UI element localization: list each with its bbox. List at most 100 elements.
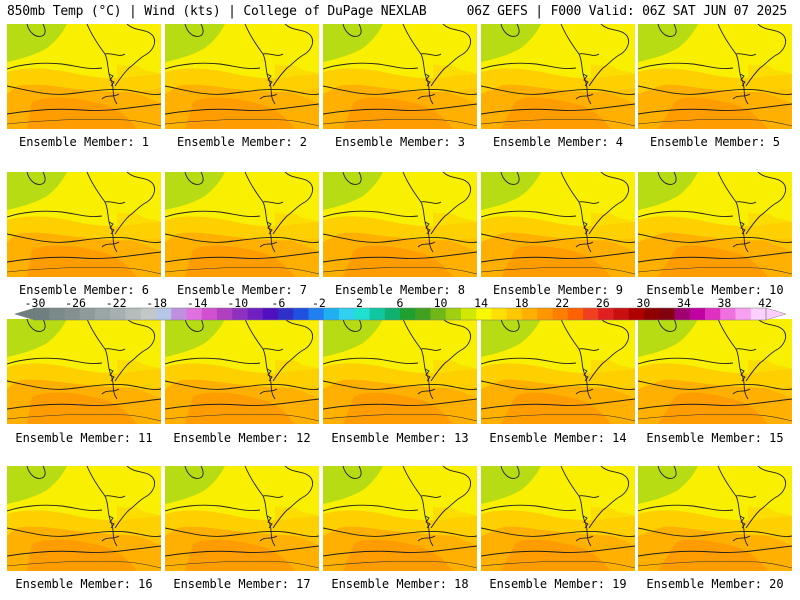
colorbar-tick-label: -2 — [311, 296, 326, 310]
colorbar-swatch — [628, 308, 645, 320]
colorbar-tick-label: -18 — [146, 296, 168, 310]
colorbar-tick-label: 30 — [636, 296, 651, 310]
colorbar-left-arrow — [14, 308, 34, 320]
ensemble-map-12 — [165, 319, 319, 424]
ensemble-map-16 — [7, 466, 161, 571]
colorbar-swatch — [735, 308, 752, 320]
ensemble-member-label: Ensemble Member: 5 — [649, 135, 781, 149]
colorbar-swatch — [369, 308, 386, 320]
colorbar-swatch — [689, 308, 706, 320]
colorbar-swatch — [293, 308, 309, 320]
colorbar-swatch — [567, 308, 584, 320]
colorbar-tick-label: 34 — [676, 296, 691, 310]
colorbar-swatch — [583, 308, 599, 320]
ensemble-member-label: Ensemble Member: 20 — [646, 577, 784, 591]
colorbar-tick-label: -26 — [65, 296, 86, 310]
colorbar-swatch — [720, 308, 736, 320]
colorbar-swatch — [125, 308, 142, 320]
colorbar-swatch — [95, 308, 111, 320]
colorbar-swatch — [644, 308, 660, 320]
ensemble-member-label: Ensemble Member: 12 — [173, 431, 311, 445]
colorbar-tick-label: 38 — [717, 296, 732, 310]
colorbar-swatch — [323, 308, 340, 320]
colorbar-tick-label: -6 — [271, 296, 286, 310]
ensemble-member-label: Ensemble Member: 3 — [334, 135, 466, 149]
colorbar-tick-label: 18 — [514, 296, 529, 310]
ensemble-member-label: Ensemble Member: 14 — [489, 431, 627, 445]
ensemble-member-label: Ensemble Member: 15 — [646, 431, 784, 445]
colorbar-tick-label: 2 — [355, 296, 363, 310]
ensemble-map-17 — [165, 466, 319, 571]
ensemble-member-label: Ensemble Member: 11 — [15, 431, 153, 445]
colorbar-swatch — [552, 308, 569, 320]
ensemble-map-18 — [323, 466, 477, 571]
ensemble-member-label: Ensemble Member: 4 — [492, 135, 624, 149]
colorbar-swatch — [430, 308, 447, 320]
color-scale-bar — [14, 307, 786, 321]
ensemble-map-9 — [481, 172, 635, 277]
colorbar-swatch — [34, 308, 50, 320]
valid-time: 06Z GEFS | F000 Valid: 06Z SAT JUN 07 20… — [466, 4, 788, 19]
ensemble-member-label: Ensemble Member: 9 — [492, 283, 624, 297]
ensemble-map-10 — [638, 172, 792, 277]
ensemble-member-label: Ensemble Member: 1 — [18, 135, 150, 149]
colorbar-swatch — [598, 308, 614, 320]
colorbar-swatch — [140, 308, 157, 320]
ensemble-map-20 — [638, 466, 792, 571]
colorbar-swatch — [415, 308, 431, 320]
colorbar-swatch — [522, 308, 538, 320]
ensemble-map-8 — [323, 172, 477, 277]
ensemble-map-15 — [638, 319, 792, 424]
colorbar-swatch — [156, 308, 172, 320]
colorbar-swatch — [339, 308, 355, 320]
ensemble-member-label: Ensemble Member: 17 — [173, 577, 311, 591]
colorbar-swatch — [461, 308, 477, 320]
colorbar-tick-label: 26 — [595, 296, 610, 310]
ensemble-map-1 — [7, 24, 161, 129]
colorbar-swatch — [171, 308, 187, 320]
ensemble-member-label: Ensemble Member: 16 — [15, 577, 153, 591]
ensemble-map-5 — [638, 24, 792, 129]
colorbar-swatch — [506, 308, 523, 320]
colorbar-swatch — [247, 308, 264, 320]
ensemble-map-14 — [481, 319, 635, 424]
colorbar-swatch — [110, 308, 126, 320]
ensemble-map-3 — [323, 24, 477, 129]
colorbar-swatch — [491, 308, 508, 320]
colorbar-tick-label: -14 — [186, 296, 208, 310]
colorbar-tick-label: 14 — [474, 296, 489, 310]
colorbar-swatch — [613, 308, 630, 320]
ensemble-map-19 — [481, 466, 635, 571]
ensemble-member-label: Ensemble Member: 6 — [18, 283, 150, 297]
ensemble-map-6 — [7, 172, 161, 277]
colorbar-swatch — [217, 308, 233, 320]
colorbar-tick-label: 42 — [758, 296, 772, 310]
colorbar-swatch — [750, 308, 767, 320]
ensemble-map-7 — [165, 172, 319, 277]
ensemble-member-label: Ensemble Member: 7 — [176, 283, 308, 297]
colorbar-swatch — [201, 308, 218, 320]
ensemble-member-label: Ensemble Member: 8 — [334, 283, 466, 297]
ensemble-map-4 — [481, 24, 635, 129]
colorbar-swatch — [186, 308, 203, 320]
ensemble-member-label: Ensemble Member: 2 — [176, 135, 308, 149]
ensemble-map-2 — [165, 24, 319, 129]
colorbar-tick-label: 22 — [555, 296, 570, 310]
colorbar-tick-label: -10 — [227, 296, 249, 310]
colorbar-swatch — [278, 308, 294, 320]
colorbar-swatch — [262, 308, 279, 320]
colorbar-swatch — [308, 308, 325, 320]
colorbar-swatch — [384, 308, 401, 320]
colorbar-swatch — [79, 308, 96, 320]
colorbar-tick-label: -30 — [24, 296, 46, 310]
colorbar-tick-label: -22 — [105, 296, 127, 310]
colorbar-swatch — [476, 308, 492, 320]
colorbar-swatch — [659, 308, 675, 320]
ensemble-member-label: Ensemble Member: 10 — [646, 283, 784, 297]
colorbar-swatch — [674, 308, 691, 320]
colorbar-swatch — [400, 308, 416, 320]
ensemble-member-label: Ensemble Member: 19 — [489, 577, 627, 591]
colorbar-swatch — [445, 308, 462, 320]
chart-title: 850mb Temp (°C) | Wind (kts) | College o… — [7, 4, 427, 19]
colorbar-swatch — [64, 308, 81, 320]
